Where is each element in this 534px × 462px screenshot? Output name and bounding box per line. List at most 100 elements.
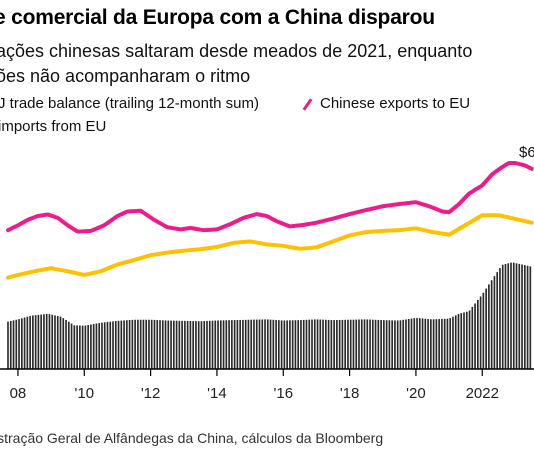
balance-bar — [344, 319, 346, 369]
balance-bar — [300, 320, 302, 369]
balance-bar — [117, 320, 120, 369]
balance-bar — [488, 284, 490, 369]
balance-bar — [65, 319, 67, 369]
balance-bar — [452, 316, 454, 369]
balance-bar — [211, 320, 214, 369]
balance-bar — [308, 319, 311, 369]
x-tick-label: '14 — [207, 385, 227, 402]
balance-bar — [526, 265, 529, 369]
balance-bar — [363, 319, 366, 369]
x-tick-label: '10 — [74, 385, 94, 402]
balance-bar — [341, 319, 344, 369]
balance-bar — [214, 320, 217, 369]
balance-bar — [391, 320, 393, 369]
balance-bar — [20, 318, 23, 369]
balance-bar — [250, 319, 253, 369]
balance-bar — [413, 318, 416, 369]
balance-bar — [164, 320, 167, 369]
subtitle-line-1: ações chinesas saltaram desde meados de … — [0, 41, 473, 61]
balance-bar — [12, 320, 15, 369]
legend-label-balance: J trade balance (trailing 12-month sum) — [0, 95, 259, 112]
balance-bar — [289, 320, 291, 369]
balance-bar — [76, 325, 78, 369]
balance-bar — [54, 315, 56, 369]
balance-bar — [311, 319, 313, 369]
balance-bar — [255, 319, 258, 369]
balance-bar — [114, 321, 117, 369]
balance-bar — [134, 319, 136, 369]
x-tick-label: 08 — [10, 385, 27, 402]
balance-bar — [92, 324, 95, 369]
chart-title: e comercial da Europa com a China dispar… — [0, 6, 435, 29]
balance-bar — [388, 320, 391, 369]
balance-bar — [383, 320, 385, 369]
balance-bar — [454, 315, 457, 369]
balance-bar — [15, 319, 18, 369]
x-tick-label: '12 — [141, 385, 161, 402]
balance-bar — [441, 318, 443, 369]
balance-bar — [244, 319, 247, 369]
balance-bar — [330, 320, 333, 369]
balance-bar — [261, 319, 264, 369]
balance-bar — [178, 320, 181, 369]
balance-bar — [231, 320, 233, 369]
exports-line — [6, 160, 534, 234]
balance-bar — [399, 320, 402, 369]
balance-bar — [150, 319, 153, 369]
balance-bar — [236, 320, 239, 369]
balance-bar — [131, 319, 134, 369]
balance-bar — [496, 272, 499, 369]
imports-line — [6, 213, 534, 280]
balance-bar — [184, 320, 186, 369]
balance-bar — [18, 319, 20, 369]
balance-bar — [37, 314, 40, 369]
balance-bar — [219, 320, 222, 369]
balance-bar — [239, 319, 241, 369]
balance-bar — [410, 318, 413, 369]
balance-bar — [479, 296, 482, 369]
balance-bar — [32, 315, 34, 369]
balance-bar — [291, 320, 294, 369]
balance-bar — [313, 319, 316, 369]
balance-bar — [358, 319, 360, 369]
balance-bar — [23, 317, 26, 369]
balance-bar — [302, 319, 305, 369]
balance-bar — [396, 320, 399, 369]
balance-bar — [385, 320, 388, 369]
legend-label-exports: Chinese exports to EU — [320, 95, 471, 112]
balance-bar — [468, 310, 471, 369]
balance-bar — [366, 319, 369, 369]
balance-bar — [485, 288, 487, 369]
balance-bar — [438, 319, 440, 369]
balance-bar — [278, 320, 280, 369]
balance-bar — [272, 319, 275, 369]
balance-bar — [242, 319, 244, 369]
balance-bar — [294, 320, 297, 369]
balance-bar — [510, 262, 512, 369]
balance-bar — [327, 319, 330, 369]
legend-label-imports: imports from EU — [0, 118, 107, 135]
balance-bar — [490, 280, 493, 369]
x-tick-label: '16 — [273, 385, 293, 402]
balance-bar — [369, 319, 371, 369]
balance-bar — [159, 320, 161, 369]
chart-subtitle: ações chinesas saltaram desde meados de … — [0, 39, 472, 89]
balance-bar — [460, 313, 463, 369]
balance-bar — [79, 325, 81, 369]
balance-bar — [499, 268, 501, 369]
balance-bar — [322, 319, 324, 369]
balance-bar — [233, 320, 236, 369]
x-tick-label: '20 — [406, 385, 426, 402]
balance-bar — [137, 319, 139, 369]
balance-bar — [305, 319, 308, 369]
balance-bar — [26, 316, 29, 369]
balance-bar — [56, 316, 59, 369]
balance-bar — [228, 320, 230, 369]
balance-bar — [435, 319, 438, 369]
balance-bar — [518, 263, 521, 369]
balance-bar — [167, 320, 170, 369]
legend-item-imports: imports from EU — [0, 118, 106, 135]
balance-bar — [347, 319, 349, 369]
balance-bar — [416, 317, 418, 369]
